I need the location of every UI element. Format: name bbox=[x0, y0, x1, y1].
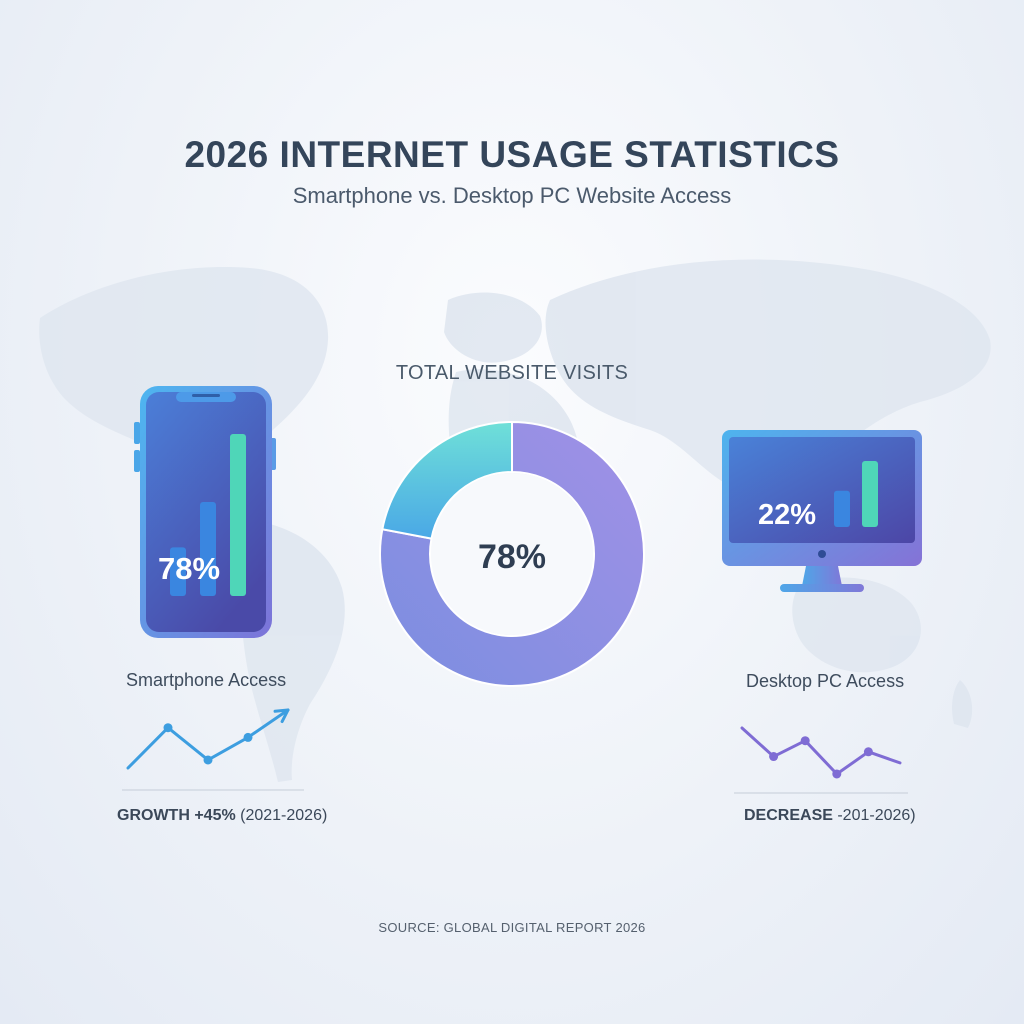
growth-point-3 bbox=[203, 755, 213, 765]
donut-hole bbox=[431, 473, 593, 635]
phone-bar-2 bbox=[200, 502, 216, 596]
smartphone-illustration bbox=[134, 386, 276, 638]
decrease-point-2 bbox=[769, 752, 779, 762]
decrease-point-5 bbox=[863, 747, 873, 757]
desktop-monitor-illustration bbox=[722, 430, 922, 592]
donut-slice-desktop bbox=[381, 420, 513, 540]
page-subtitle: Smartphone vs. Desktop PC Website Access bbox=[292, 183, 732, 208]
page-title: 2026 INTERNET USAGE STATISTICS bbox=[184, 134, 840, 175]
growth-arrowhead bbox=[273, 708, 290, 724]
donut-title: TOTAL WEBSITE VISITS bbox=[395, 362, 629, 384]
growth-caption: GROWTH +45% (2021-2026) bbox=[117, 807, 327, 825]
desktop-percentage: 22% bbox=[758, 499, 817, 531]
donut-chart bbox=[379, 420, 645, 687]
smartphone-percentage: 78% bbox=[158, 551, 221, 586]
donut-slice-smartphone bbox=[379, 420, 645, 687]
decrease-caption: DECREASE -201-2026) bbox=[744, 807, 916, 825]
growth-point-4 bbox=[243, 732, 253, 742]
monitor-bar-1 bbox=[834, 490, 850, 527]
source-note: SOURCE: GLOBAL DIGITAL REPORT 2026 bbox=[378, 920, 646, 935]
decrease-point-4 bbox=[832, 769, 842, 779]
decrease-trend-chart bbox=[734, 726, 908, 794]
growth-point-2 bbox=[163, 723, 173, 733]
monitor-bar-2 bbox=[862, 461, 878, 527]
donut-center-value: 78% bbox=[477, 538, 547, 576]
decrease-caption-years: -201-2026) bbox=[832, 807, 916, 824]
decrease-point-3 bbox=[800, 736, 810, 746]
growth-caption-years: (2021-2026) bbox=[235, 807, 328, 824]
growth-trend-chart bbox=[122, 708, 304, 791]
smartphone-access-label: Smartphone Access bbox=[126, 670, 287, 690]
growth-caption-bold: GROWTH +45% bbox=[117, 807, 236, 824]
phone-bar-3 bbox=[230, 434, 246, 596]
desktop-access-label: Desktop PC Access bbox=[746, 671, 905, 691]
decrease-line bbox=[740, 726, 902, 776]
decrease-caption-bold: DECREASE bbox=[744, 807, 833, 824]
phone-bar-1 bbox=[170, 547, 186, 596]
